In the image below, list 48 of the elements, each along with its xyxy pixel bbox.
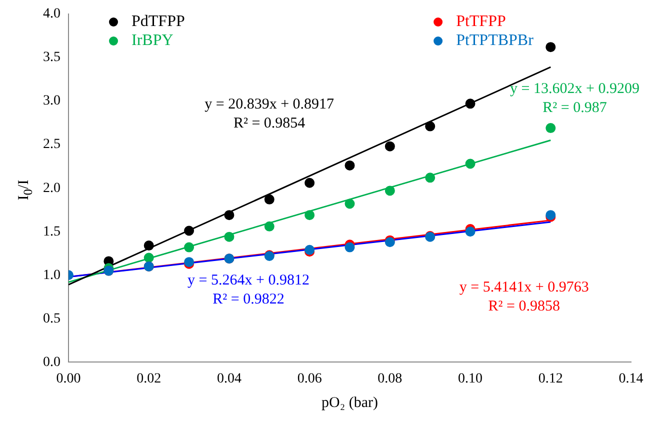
point: [465, 226, 476, 237]
point: [465, 158, 476, 169]
y-tick-label: 3.5: [43, 50, 60, 66]
annotation: y = 5.4141x + 0.9763 R² = 0.9858: [459, 279, 589, 314]
y-tick-label: 1.0: [43, 268, 60, 283]
x-tick-label: 0.12: [538, 371, 563, 386]
y-tick-label: 1.5: [43, 224, 60, 240]
point: [144, 252, 154, 263]
point: [264, 221, 274, 232]
point: [184, 242, 194, 252]
point: [465, 98, 476, 109]
point: [224, 210, 234, 220]
y-tick-label: 4.0: [43, 6, 60, 22]
y-tick-label: 3.0: [43, 94, 60, 109]
y-tick-label: 2.0: [43, 180, 60, 196]
legend-label: IrBPY: [132, 32, 174, 50]
point: [144, 240, 154, 251]
y-tick-label: 2.5: [43, 137, 60, 152]
point: [546, 42, 556, 52]
legend-label: PdTFPP: [132, 13, 185, 30]
x-tick-label: 0.00: [56, 371, 81, 386]
point: [264, 194, 274, 204]
x-tick-label: 0.06: [297, 371, 322, 386]
annotation: y = 5.264x + 0.9812 R² = 0.9822: [188, 272, 310, 308]
x-tick-label: 0.10: [458, 371, 483, 386]
point: [546, 123, 556, 134]
point: [344, 198, 355, 209]
point: [344, 160, 355, 170]
annotation: y = 20.839x + 0.8917 R² = 0.9854: [204, 96, 335, 132]
point: [304, 210, 315, 220]
y-tick-label: 0.5: [43, 311, 60, 326]
y-tick-label: 0.0: [43, 354, 60, 370]
point: [184, 226, 194, 236]
x-axis-title: pO₂ (bar): [322, 394, 378, 411]
point: [344, 242, 355, 252]
point: [304, 178, 315, 188]
legend-label: PtTPTBPBr: [456, 32, 534, 50]
point: [384, 186, 395, 196]
x-tick-label: 0.08: [378, 371, 402, 386]
legend-label: PtTFPP: [456, 13, 506, 30]
x-tick-label: 0.14: [618, 371, 644, 386]
x-tick-label: 0.04: [216, 371, 242, 386]
annotation: y = 13.602x + 0.9209 R² = 0.987: [510, 80, 640, 116]
x-tick-label: 0.02: [136, 371, 162, 386]
point: [425, 121, 436, 132]
point: [224, 232, 234, 242]
point: [384, 141, 395, 152]
point: [425, 172, 436, 183]
